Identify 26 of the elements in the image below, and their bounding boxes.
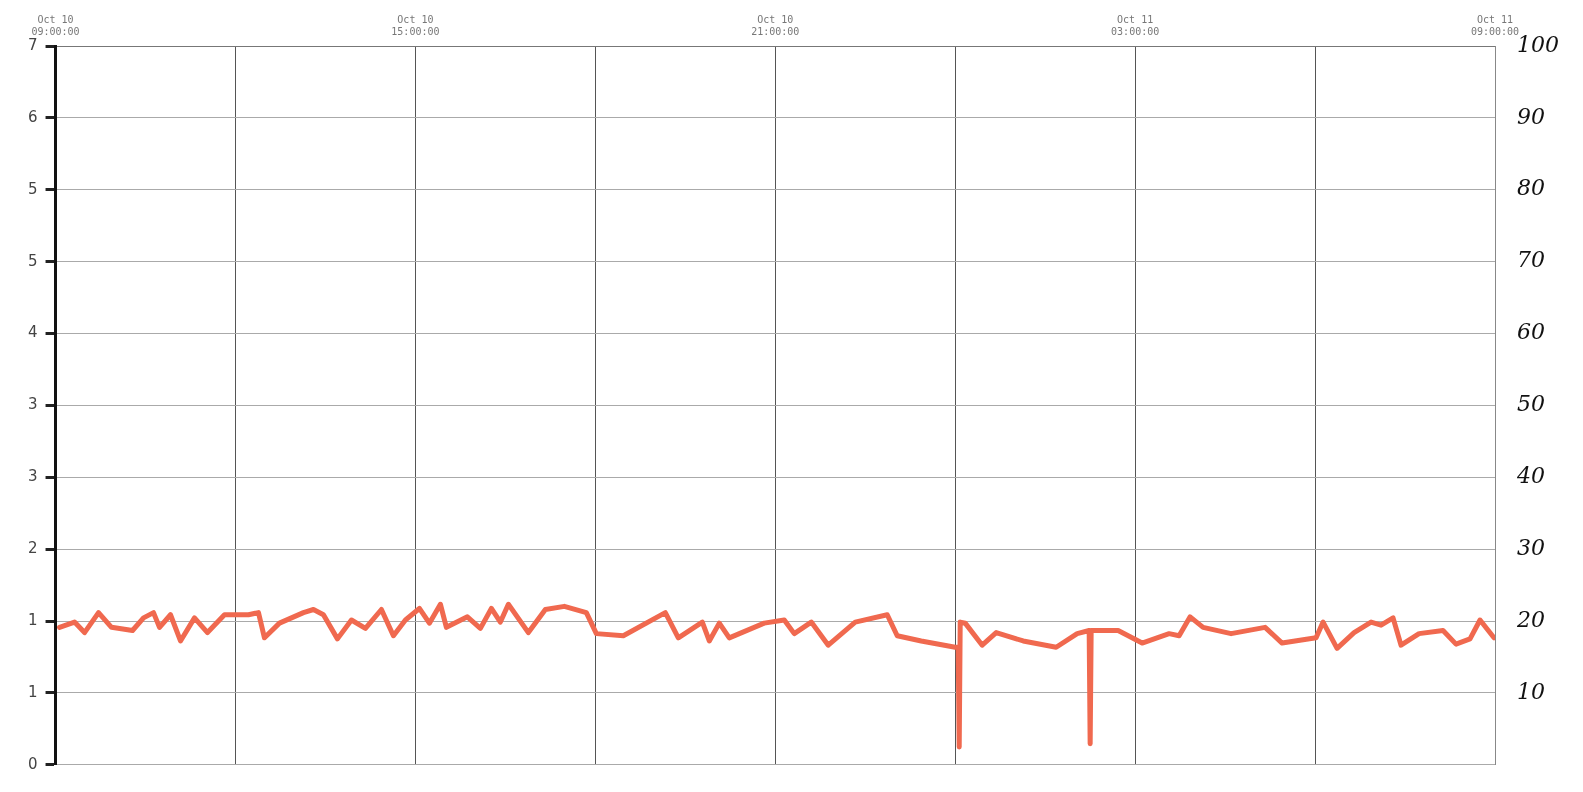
x-tick-label: Oct 10 21:00:00: [751, 13, 800, 37]
x-tick-label: Oct 10 15:00:00: [391, 13, 440, 37]
y2-tick-label: 10: [1517, 678, 1546, 704]
y-tick-label: 1: [28, 682, 38, 701]
y-tick-label: 0: [28, 754, 38, 773]
y2-tick-label: 30: [1517, 534, 1546, 560]
y-tick-label: 5: [28, 179, 38, 198]
y-tick-label: 5: [28, 251, 38, 270]
y-tick-label: 1: [28, 610, 38, 629]
y-tick-label: 7: [28, 35, 38, 54]
y2-tick-label: 70: [1517, 247, 1546, 273]
y-tick-label: 2: [28, 539, 38, 558]
y2-tick-label: 60: [1517, 319, 1546, 345]
x-tick-label: Oct 11 09:00:00: [1470, 13, 1520, 37]
y2-tick-label: 50: [1517, 391, 1546, 417]
y-tick-label: 3: [28, 467, 38, 486]
y2-tick-label: 90: [1517, 103, 1546, 129]
y-tick-label: 6: [28, 107, 38, 126]
y-tick-label: 3: [28, 395, 38, 414]
y2-tick-label: 100: [1517, 31, 1560, 57]
x-tick-label: Oct 10 09:00:00: [31, 13, 80, 37]
y-tick-label: 4: [28, 323, 38, 342]
y2-tick-label: 20: [1516, 606, 1546, 632]
y2-tick-label: 80: [1517, 175, 1546, 201]
x-tick-label: Oct 11 03:00:00: [1111, 13, 1160, 37]
y2-tick-label: 40: [1516, 463, 1546, 488]
